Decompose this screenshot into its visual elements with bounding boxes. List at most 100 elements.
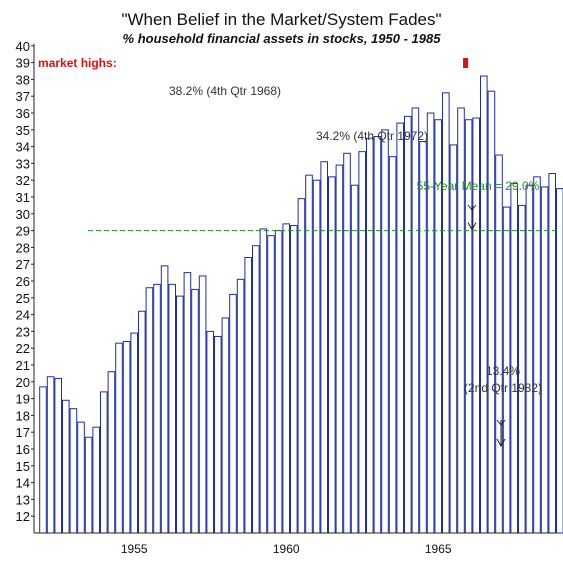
bar bbox=[312, 179, 321, 534]
y-tick-label: 28 bbox=[16, 240, 30, 255]
y-tick-label: 19 bbox=[16, 392, 30, 407]
bar bbox=[77, 421, 85, 534]
mean-arrow-icon bbox=[467, 204, 477, 231]
bar bbox=[115, 342, 123, 534]
bar bbox=[480, 75, 488, 534]
y-tick-label: 37 bbox=[16, 89, 30, 104]
bar bbox=[69, 408, 78, 534]
bar bbox=[548, 172, 557, 534]
y-tick-label: 24 bbox=[16, 308, 30, 323]
bar bbox=[92, 426, 101, 534]
y-tick-label: 25 bbox=[16, 291, 30, 306]
bar bbox=[236, 278, 245, 534]
bar bbox=[198, 275, 207, 534]
y-tick-label: 23 bbox=[16, 324, 30, 339]
bar bbox=[411, 107, 420, 534]
market-high-marker bbox=[463, 58, 469, 68]
y-tick-label: 13 bbox=[16, 492, 30, 507]
bar bbox=[320, 161, 328, 534]
bar bbox=[252, 245, 260, 534]
bar bbox=[153, 283, 161, 534]
mean-line-label: 55-Year Mean = 29.0% bbox=[417, 179, 540, 193]
bar bbox=[540, 186, 549, 534]
y-tick-label: 14 bbox=[16, 476, 30, 491]
y-tick-label: 15 bbox=[16, 459, 30, 474]
y-tick-label: 38 bbox=[16, 72, 30, 87]
bar bbox=[145, 287, 154, 534]
y-tick-label: 32 bbox=[16, 173, 30, 188]
y-tick-label: 33 bbox=[16, 156, 30, 171]
chart-title: "When Belief in the Market/System Fades" bbox=[121, 10, 442, 29]
annotation-1982-low-value: 13.4% bbox=[486, 364, 520, 378]
bar bbox=[229, 293, 237, 534]
bar bbox=[495, 154, 503, 534]
bar bbox=[160, 265, 169, 534]
bar bbox=[373, 136, 382, 534]
bar bbox=[183, 272, 192, 534]
y-tick-label: 17 bbox=[16, 425, 30, 440]
annotation-1968-peak: 38.2% (4th Qtr 1968) bbox=[169, 84, 281, 98]
bar bbox=[426, 112, 435, 534]
bar bbox=[107, 371, 116, 534]
bar bbox=[46, 376, 55, 534]
x-tick-label: 1960 bbox=[273, 542, 300, 556]
y-tick-label: 22 bbox=[16, 341, 30, 356]
bar bbox=[259, 228, 268, 534]
y-tick-label: 39 bbox=[16, 56, 30, 71]
bar bbox=[54, 377, 63, 534]
annotation-1982-low-date: (2nd Qtr 1982) bbox=[464, 381, 542, 395]
bar bbox=[525, 184, 534, 534]
annotation-1972-peak: 34.2% (4th Qtr 1972) bbox=[316, 129, 428, 143]
y-tick-label: 21 bbox=[16, 358, 30, 373]
y-tick-label: 30 bbox=[16, 207, 30, 222]
bar bbox=[221, 317, 230, 534]
bar bbox=[176, 295, 184, 534]
bar bbox=[404, 115, 412, 534]
bar bbox=[62, 399, 70, 534]
chart-subtitle: % household financial assets in stocks, … bbox=[122, 31, 441, 46]
y-tick-label: 26 bbox=[16, 274, 30, 289]
bar bbox=[510, 183, 518, 534]
bar bbox=[214, 335, 222, 534]
bar bbox=[366, 137, 374, 534]
bar bbox=[100, 391, 108, 534]
y-tick-label: 35 bbox=[16, 123, 30, 138]
bar bbox=[39, 386, 47, 534]
bar bbox=[396, 122, 404, 534]
bar bbox=[244, 256, 252, 534]
x-tick-label: 1955 bbox=[121, 542, 148, 556]
bar bbox=[381, 129, 389, 534]
bar bbox=[442, 92, 450, 534]
bar bbox=[388, 156, 397, 534]
chart-overlays bbox=[88, 58, 556, 448]
market-highs-label: market highs: bbox=[38, 56, 117, 70]
bar-series bbox=[39, 75, 563, 534]
bar bbox=[191, 288, 199, 534]
y-tick-label: 36 bbox=[16, 106, 30, 121]
bar bbox=[350, 184, 359, 534]
x-axis: 1955196019651970197519801985 bbox=[34, 532, 556, 556]
bar bbox=[168, 283, 176, 534]
bar bbox=[449, 144, 458, 534]
bar bbox=[290, 225, 298, 534]
y-tick-label: 31 bbox=[16, 190, 30, 205]
y-tick-label: 18 bbox=[16, 408, 30, 423]
bar bbox=[267, 235, 275, 534]
bar bbox=[282, 223, 290, 534]
y-tick-label: 27 bbox=[16, 257, 30, 272]
bar bbox=[305, 174, 313, 534]
bar bbox=[343, 152, 351, 534]
y-tick-label: 40 bbox=[16, 39, 30, 54]
bar bbox=[274, 230, 283, 534]
bar bbox=[122, 340, 131, 534]
bar bbox=[206, 330, 214, 534]
bar bbox=[487, 90, 496, 534]
x-tick-label: 1965 bbox=[425, 542, 452, 556]
bar bbox=[335, 164, 344, 534]
bar bbox=[84, 436, 93, 534]
bar bbox=[419, 141, 427, 534]
bar bbox=[130, 332, 138, 534]
bar bbox=[556, 188, 563, 534]
